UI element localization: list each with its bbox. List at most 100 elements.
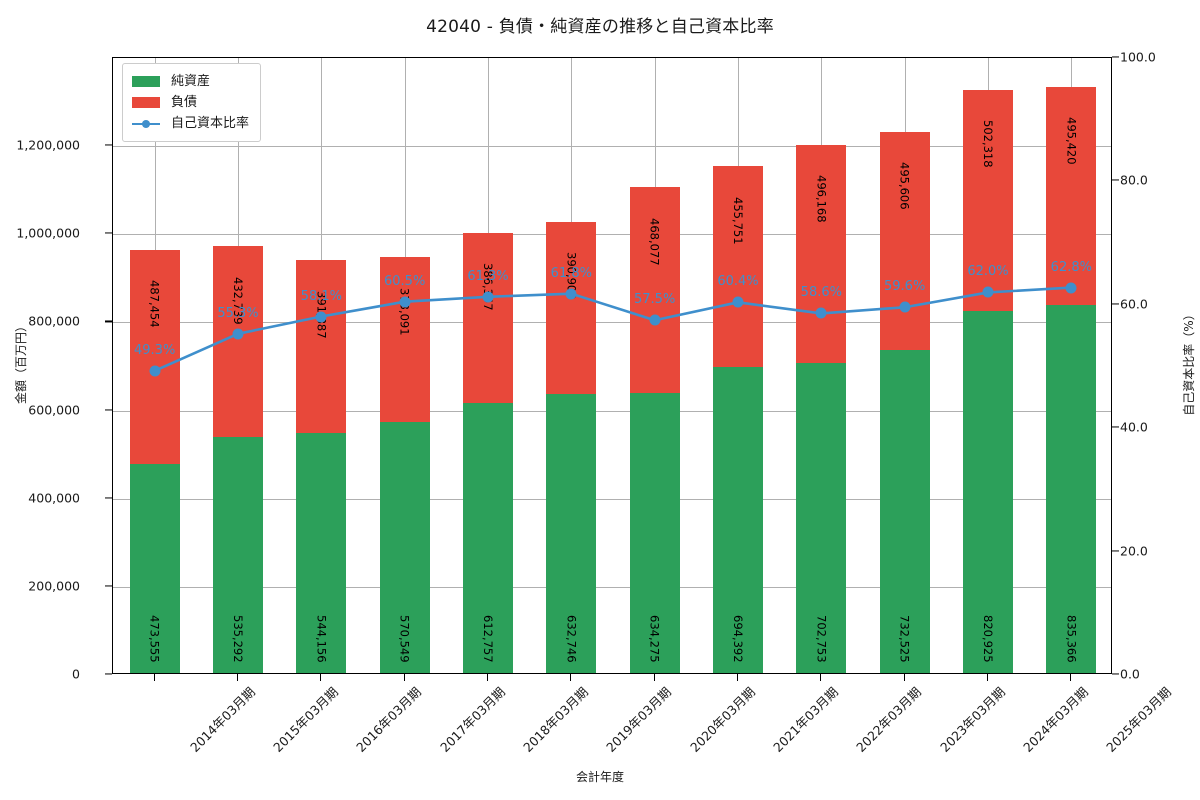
bar-value-label-equity: 702,753	[814, 615, 829, 663]
line-marker[interactable]	[732, 296, 744, 308]
y-tick-mark-right	[1112, 56, 1119, 58]
y-tick-label-left: 1,200,000	[16, 137, 80, 153]
line-marker[interactable]	[982, 286, 994, 298]
line-marker[interactable]	[399, 296, 411, 308]
chart-legend: 純資産負債自己資本比率	[122, 63, 262, 142]
y-tick-mark-left	[105, 144, 112, 146]
y-tick-mark-left	[105, 409, 112, 411]
line-marker[interactable]	[482, 291, 494, 303]
x-tick-label: 2018年03月期	[520, 684, 591, 755]
x-tick-mark	[403, 674, 405, 681]
x-tick-label: 2024年03月期	[1020, 684, 1091, 755]
legend-item[interactable]: 負債	[132, 92, 249, 113]
ratio-value-label: 58.1%	[300, 288, 342, 304]
gridline-horizontal	[113, 586, 1111, 588]
line-marker[interactable]	[815, 307, 827, 319]
line-marker[interactable]	[149, 365, 161, 377]
ratio-value-label: 60.5%	[384, 273, 426, 289]
x-tick-label: 2019年03月期	[603, 684, 675, 755]
x-tick-mark	[153, 674, 155, 681]
y-axis-label-left: 金額（百万円）	[14, 319, 28, 405]
x-tick-label: 2015年03月期	[270, 684, 341, 755]
bar-segment-equity[interactable]	[629, 393, 680, 673]
line-marker[interactable]	[315, 311, 327, 323]
line-marker[interactable]	[649, 314, 661, 326]
y-tick-label-left: 0	[72, 666, 80, 682]
bar-segment-liability[interactable]	[296, 260, 347, 434]
bar-group[interactable]: 732,525 495,606	[879, 56, 930, 673]
legend-swatch-icon	[132, 97, 160, 108]
bar-segment-equity[interactable]	[129, 464, 180, 673]
y-tick-label-right: 40.0	[1120, 419, 1148, 435]
x-tick-mark	[1070, 674, 1072, 681]
chart-title: 42040 - 負債・純資産の推移と自己資本比率	[426, 17, 774, 37]
y-tick-mark-left	[105, 232, 112, 234]
y-tick-label-right: 80.0	[1120, 172, 1148, 188]
y-tick-mark-right	[1112, 673, 1119, 675]
ratio-value-label: 57.5%	[634, 292, 676, 308]
gridline-horizontal	[113, 146, 1111, 148]
bar-segment-equity[interactable]	[379, 421, 430, 673]
bar-segment-equity[interactable]	[796, 363, 847, 673]
line-marker[interactable]	[899, 301, 911, 313]
x-tick-label: 2021年03月期	[770, 684, 841, 755]
bar-group[interactable]: 632,746 390,909	[546, 56, 597, 673]
bar-value-label-equity: 634,275	[647, 615, 662, 663]
x-tick-mark	[903, 674, 905, 681]
bar-group[interactable]: 570,549 373,091	[379, 56, 430, 673]
ratio-value-label: 58.6%	[800, 285, 842, 301]
bar-segment-liability[interactable]	[463, 232, 513, 403]
x-tick-label: 2014年03月期	[186, 684, 258, 755]
bar-group[interactable]: 820,925 502,318	[963, 56, 1013, 673]
ratio-value-label: 62.0%	[967, 264, 1009, 280]
legend-item-label: 負債	[171, 95, 198, 110]
y-tick-mark-right	[1112, 303, 1119, 305]
bar-segment-equity[interactable]	[879, 350, 930, 673]
bar-value-label-liability: 496,168	[814, 175, 829, 223]
bar-group[interactable]: 835,366 495,420	[1046, 56, 1097, 673]
bar-segment-equity[interactable]	[213, 437, 263, 673]
y-tick-label-right: 20.0	[1120, 543, 1148, 559]
bar-value-label-liability: 468,077	[647, 217, 662, 266]
y-axis-label-right: 自己資本比率（%）	[1182, 308, 1196, 416]
y-tick-label-left: 1,000,000	[16, 225, 80, 241]
bar-value-label-equity: 820,925	[981, 615, 995, 663]
bar-group[interactable]: 535,292 432,739	[213, 56, 263, 673]
bar-segment-equity[interactable]	[546, 394, 597, 673]
x-tick-mark	[320, 674, 322, 681]
legend-item[interactable]: 純資産	[132, 71, 249, 92]
bar-segment-equity[interactable]	[296, 433, 347, 673]
bar-value-label-equity: 535,292	[231, 615, 245, 663]
y-tick-mark-left	[105, 673, 112, 675]
x-tick-mark	[820, 674, 822, 681]
bar-group[interactable]: 702,753 496,168	[796, 56, 847, 673]
line-marker[interactable]	[565, 288, 577, 300]
bar-value-label-equity: 694,392	[731, 615, 745, 663]
bar-value-label-liability: 495,606	[897, 162, 912, 210]
bar-group[interactable]: 544,156391,887	[296, 56, 347, 673]
y-tick-label-right: 100.0	[1120, 49, 1156, 65]
legend-item-label: 自己資本比率	[171, 116, 250, 131]
legend-item-label: 純資産	[171, 74, 211, 89]
x-tick-label: 2017年03月期	[436, 684, 508, 755]
bar-group[interactable]: 612,757 386,357	[463, 56, 513, 673]
bar-segment-equity[interactable]	[713, 366, 763, 673]
bar-segment-liability[interactable]	[546, 221, 597, 395]
ratio-value-label: 60.4%	[717, 274, 759, 290]
y-tick-mark-left	[105, 320, 112, 322]
legend-item[interactable]: 自己資本比率	[132, 113, 249, 134]
bar-value-label-equity: 632,746	[564, 615, 579, 663]
line-marker[interactable]	[1065, 282, 1077, 294]
x-tick-mark	[570, 674, 572, 681]
y-tick-label-left: 400,000	[28, 490, 80, 506]
bar-value-label-equity: 473,555	[147, 615, 162, 663]
bar-segment-liability[interactable]	[963, 89, 1013, 312]
bar-segment-liability[interactable]	[1046, 86, 1097, 305]
bar-segment-liability[interactable]	[213, 246, 263, 438]
y-tick-mark-right	[1112, 550, 1119, 552]
bar-segment-equity[interactable]	[463, 402, 513, 673]
bar-group[interactable]: 634,275 468,077	[629, 56, 680, 673]
bar-group[interactable]: 694,392 455,751	[713, 56, 763, 673]
line-marker[interactable]	[232, 328, 244, 340]
